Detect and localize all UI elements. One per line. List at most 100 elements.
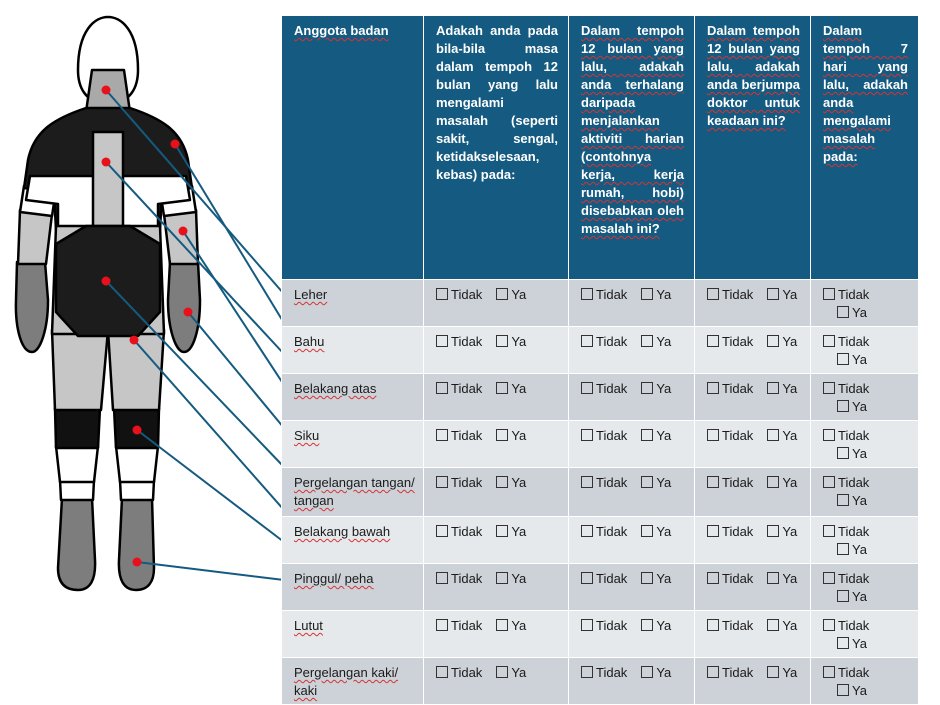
- checkbox-icon[interactable]: [496, 572, 509, 584]
- option-tidak[interactable]: Tidak: [436, 665, 482, 680]
- checkbox-icon[interactable]: [767, 476, 780, 488]
- option-tidak[interactable]: Tidak: [823, 287, 869, 302]
- checkbox-icon[interactable]: [767, 525, 780, 537]
- option-ya[interactable]: Ya: [837, 493, 867, 508]
- option-ya[interactable]: Ya: [641, 524, 671, 539]
- option-tidak[interactable]: Tidak: [436, 571, 482, 586]
- checkbox-icon[interactable]: [837, 590, 849, 602]
- option-ya[interactable]: Ya: [496, 381, 526, 396]
- option-ya[interactable]: Ya: [641, 665, 671, 680]
- checkbox-icon[interactable]: [641, 335, 654, 347]
- checkbox-icon[interactable]: [837, 353, 849, 365]
- checkbox-icon[interactable]: [767, 429, 780, 441]
- option-ya[interactable]: Ya: [767, 571, 797, 586]
- checkbox-icon[interactable]: [581, 525, 593, 537]
- checkbox-icon[interactable]: [496, 476, 509, 488]
- checkbox-icon[interactable]: [581, 476, 593, 488]
- option-ya[interactable]: Ya: [767, 428, 797, 443]
- checkbox-icon[interactable]: [581, 288, 593, 300]
- checkbox-icon[interactable]: [823, 572, 835, 584]
- checkbox-icon[interactable]: [581, 619, 593, 631]
- checkbox-icon[interactable]: [496, 429, 509, 441]
- option-tidak[interactable]: Tidak: [581, 428, 627, 443]
- option-ya[interactable]: Ya: [641, 428, 671, 443]
- checkbox-icon[interactable]: [436, 525, 448, 537]
- checkbox-icon[interactable]: [837, 306, 849, 318]
- checkbox-icon[interactable]: [767, 619, 780, 631]
- checkbox-icon[interactable]: [436, 288, 448, 300]
- option-ya[interactable]: Ya: [837, 305, 867, 320]
- option-ya[interactable]: Ya: [767, 475, 797, 490]
- checkbox-icon[interactable]: [496, 335, 509, 347]
- checkbox-icon[interactable]: [707, 429, 719, 441]
- option-ya[interactable]: Ya: [496, 524, 526, 539]
- checkbox-icon[interactable]: [496, 619, 509, 631]
- option-ya[interactable]: Ya: [767, 524, 797, 539]
- checkbox-icon[interactable]: [436, 572, 448, 584]
- option-ya[interactable]: Ya: [837, 352, 867, 367]
- option-ya[interactable]: Ya: [641, 334, 671, 349]
- checkbox-icon[interactable]: [707, 666, 719, 678]
- option-tidak[interactable]: Tidak: [823, 618, 869, 633]
- option-tidak[interactable]: Tidak: [581, 618, 627, 633]
- option-ya[interactable]: Ya: [837, 399, 867, 414]
- checkbox-icon[interactable]: [767, 572, 780, 584]
- option-tidak[interactable]: Tidak: [581, 287, 627, 302]
- option-ya[interactable]: Ya: [767, 381, 797, 396]
- option-ya[interactable]: Ya: [767, 665, 797, 680]
- option-tidak[interactable]: Tidak: [823, 665, 869, 680]
- checkbox-icon[interactable]: [436, 429, 448, 441]
- option-ya[interactable]: Ya: [837, 446, 867, 461]
- checkbox-icon[interactable]: [837, 400, 849, 412]
- checkbox-icon[interactable]: [496, 382, 509, 394]
- option-ya[interactable]: Ya: [767, 287, 797, 302]
- checkbox-icon[interactable]: [641, 429, 654, 441]
- checkbox-icon[interactable]: [641, 382, 654, 394]
- option-ya[interactable]: Ya: [767, 334, 797, 349]
- option-tidak[interactable]: Tidak: [707, 428, 753, 443]
- option-ya[interactable]: Ya: [837, 636, 867, 651]
- option-tidak[interactable]: Tidak: [436, 618, 482, 633]
- checkbox-icon[interactable]: [641, 476, 654, 488]
- checkbox-icon[interactable]: [707, 619, 719, 631]
- checkbox-icon[interactable]: [707, 288, 719, 300]
- checkbox-icon[interactable]: [707, 476, 719, 488]
- checkbox-icon[interactable]: [641, 619, 654, 631]
- checkbox-icon[interactable]: [707, 525, 719, 537]
- option-tidak[interactable]: Tidak: [581, 381, 627, 396]
- checkbox-icon[interactable]: [823, 288, 835, 300]
- checkbox-icon[interactable]: [496, 288, 509, 300]
- checkbox-icon[interactable]: [496, 666, 509, 678]
- checkbox-icon[interactable]: [436, 619, 448, 631]
- checkbox-icon[interactable]: [837, 684, 849, 696]
- option-ya[interactable]: Ya: [496, 287, 526, 302]
- option-tidak[interactable]: Tidak: [436, 524, 482, 539]
- option-tidak[interactable]: Tidak: [823, 571, 869, 586]
- option-ya[interactable]: Ya: [496, 428, 526, 443]
- option-tidak[interactable]: Tidak: [823, 475, 869, 490]
- checkbox-icon[interactable]: [837, 447, 849, 459]
- checkbox-icon[interactable]: [581, 429, 593, 441]
- checkbox-icon[interactable]: [767, 666, 780, 678]
- checkbox-icon[interactable]: [436, 666, 448, 678]
- checkbox-icon[interactable]: [823, 666, 835, 678]
- option-tidak[interactable]: Tidak: [581, 571, 627, 586]
- option-tidak[interactable]: Tidak: [707, 287, 753, 302]
- checkbox-icon[interactable]: [823, 382, 835, 394]
- option-ya[interactable]: Ya: [641, 287, 671, 302]
- option-tidak[interactable]: Tidak: [581, 524, 627, 539]
- option-ya[interactable]: Ya: [496, 334, 526, 349]
- checkbox-icon[interactable]: [823, 619, 835, 631]
- option-ya[interactable]: Ya: [496, 665, 526, 680]
- option-tidak[interactable]: Tidak: [436, 334, 482, 349]
- checkbox-icon[interactable]: [641, 572, 654, 584]
- checkbox-icon[interactable]: [707, 382, 719, 394]
- option-tidak[interactable]: Tidak: [707, 618, 753, 633]
- option-ya[interactable]: Ya: [767, 618, 797, 633]
- checkbox-icon[interactable]: [837, 543, 849, 555]
- option-ya[interactable]: Ya: [641, 381, 671, 396]
- checkbox-icon[interactable]: [641, 288, 654, 300]
- option-ya[interactable]: Ya: [641, 475, 671, 490]
- option-tidak[interactable]: Tidak: [581, 475, 627, 490]
- option-tidak[interactable]: Tidak: [707, 571, 753, 586]
